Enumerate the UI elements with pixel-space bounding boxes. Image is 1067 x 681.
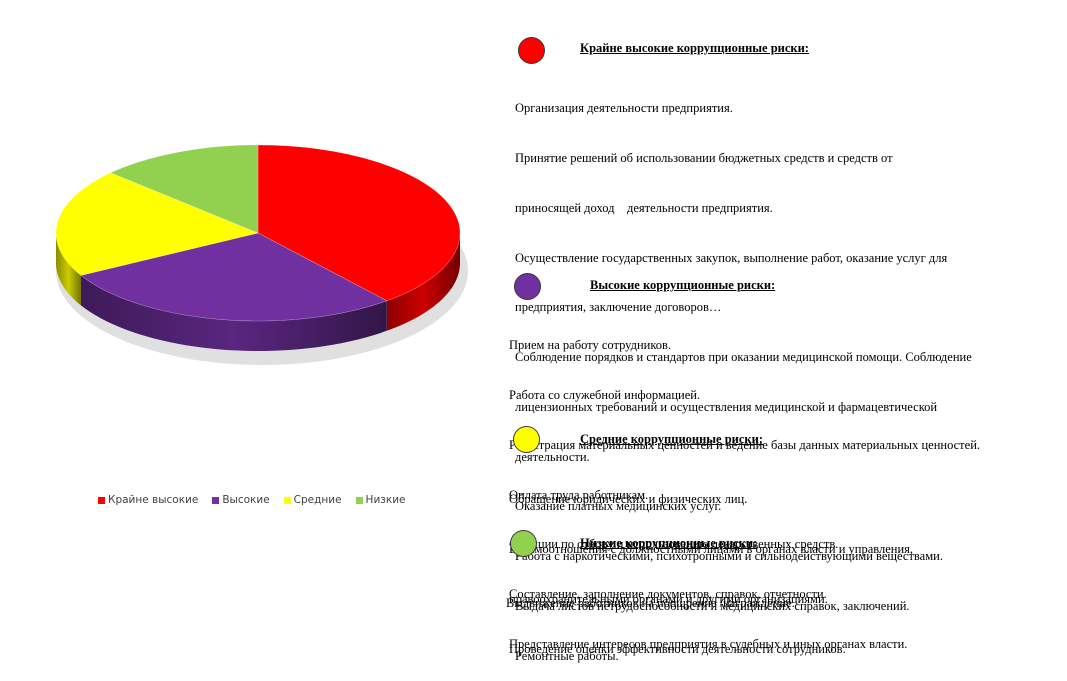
list-item: Оказание платных медицинских услуг. bbox=[515, 499, 722, 514]
legend-swatch bbox=[98, 496, 105, 504]
legend-item-medium: Средние bbox=[283, 494, 342, 506]
pie-slice-1 bbox=[80, 232, 388, 322]
list-item: Соблюдение порядков и стандартов при ока… bbox=[515, 350, 972, 365]
list-item: Выдача листов нетрудоспособности и медиц… bbox=[515, 599, 910, 613]
list-item: Работа с наркотическими, психотропными и… bbox=[515, 549, 943, 564]
list-item: Организация деятельности предприятия. bbox=[515, 101, 733, 116]
list-item: Осуществление государственных закупок, в… bbox=[515, 250, 948, 265]
list-item: предприятия, заключение договоров… bbox=[515, 300, 722, 315]
legend-swatch bbox=[283, 496, 291, 504]
list-item: лицензионных требований и осуществления … bbox=[515, 399, 938, 414]
list-item: правоохранительными органами и другими о… bbox=[509, 591, 828, 606]
section-list-low: Выдвижение работников на поощрение /нагр… bbox=[506, 562, 795, 628]
pie-side-1 bbox=[80, 275, 387, 351]
section-list-high: Прием на работу сотрудников. Работа со с… bbox=[509, 304, 980, 669]
section-title-low: Низкие коррупционные риски: bbox=[580, 536, 758, 550]
section-title-high: Высокие коррупционные риски: bbox=[590, 278, 776, 292]
list-item: Выдвижение работников на поощрение /нагр… bbox=[506, 596, 795, 611]
yellow-circle-icon bbox=[513, 426, 540, 453]
legend-label: Высокие bbox=[222, 494, 270, 506]
legend-item-low: Низкие bbox=[355, 494, 406, 506]
list-item: деятельности. bbox=[515, 449, 590, 464]
chart-legend: Крайне высокие Высокие Средние Низкие bbox=[98, 494, 405, 506]
green-circle-icon bbox=[510, 530, 537, 557]
legend-swatch bbox=[212, 496, 220, 504]
legend-label: Крайне высокие bbox=[108, 494, 199, 506]
section-title-medium: Средние коррупционные риски: bbox=[580, 432, 764, 446]
purple-circle-icon bbox=[514, 273, 541, 300]
list-item: Прием на работу сотрудников. bbox=[509, 338, 672, 353]
legend-item-high: Высокие bbox=[212, 494, 270, 506]
section-list-extreme: Организация деятельности предприятия. Пр… bbox=[515, 67, 972, 681]
legend-label: Средние bbox=[293, 494, 342, 506]
list-item: Работа со служебной информацией. bbox=[509, 387, 701, 402]
list-item: Проведение оценки эффективности деятельн… bbox=[509, 641, 846, 656]
list-item: Взаимоотношения с должностными лицами в … bbox=[509, 541, 914, 556]
red-circle-icon bbox=[518, 37, 545, 64]
pie-side-2 bbox=[56, 233, 81, 306]
pie-slice-0 bbox=[257, 144, 461, 302]
list-item: приносящей доход деятельности предприяти… bbox=[515, 200, 773, 215]
pie-slice-3 bbox=[109, 144, 259, 234]
pie-chart bbox=[55, 144, 468, 365]
pie-slice-2 bbox=[55, 172, 259, 276]
section-title-extreme: Крайне высокие коррупционные риски: bbox=[580, 41, 809, 55]
legend-item-extreme: Крайне высокие bbox=[98, 494, 198, 506]
legend-swatch bbox=[355, 496, 363, 504]
list-item: Функции по отбору и использованию лекарс… bbox=[509, 537, 839, 552]
pie-side-0 bbox=[386, 233, 460, 331]
list-item: Принятие решений об использовании бюджет… bbox=[515, 150, 893, 165]
list-item: Составление, заполнение документов, спра… bbox=[509, 587, 827, 602]
legend-label: Низкие bbox=[365, 494, 406, 506]
list-item: Оплата труда работникам. bbox=[509, 487, 649, 502]
list-item: Обращение юридических и физических лиц. bbox=[509, 492, 748, 507]
